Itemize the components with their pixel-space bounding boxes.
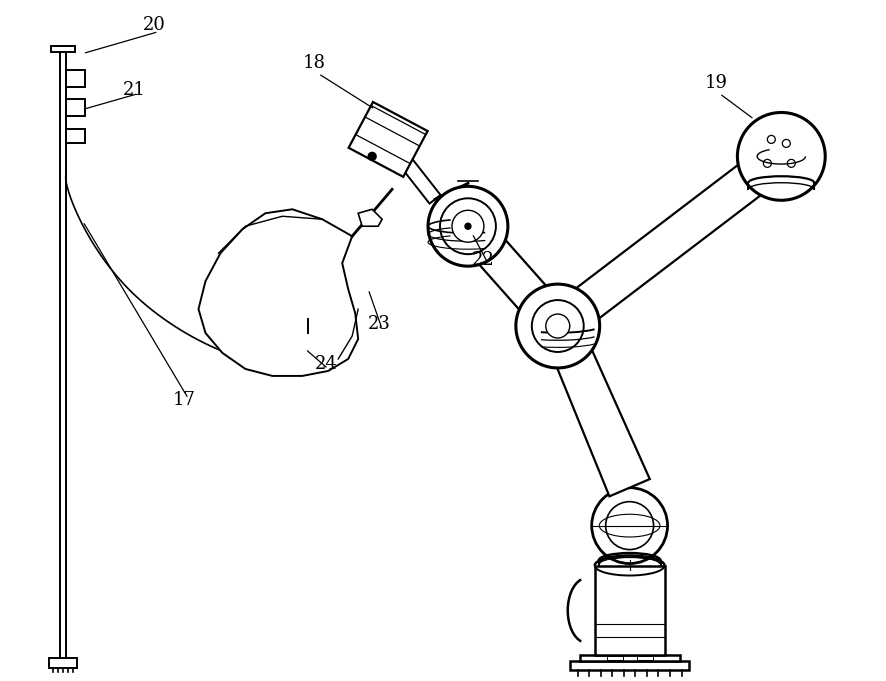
Text: 17: 17 (173, 391, 196, 409)
Text: 20: 20 (143, 16, 166, 33)
Polygon shape (544, 321, 649, 496)
Circle shape (516, 284, 600, 368)
Polygon shape (458, 217, 571, 338)
Circle shape (592, 488, 667, 564)
Circle shape (440, 198, 496, 254)
Polygon shape (547, 148, 783, 341)
Text: 24: 24 (315, 355, 338, 373)
Text: 18: 18 (302, 54, 325, 72)
Polygon shape (198, 209, 358, 376)
Text: 19: 19 (704, 74, 727, 91)
Polygon shape (66, 69, 85, 86)
Circle shape (737, 112, 825, 200)
Polygon shape (51, 46, 74, 52)
Polygon shape (579, 655, 680, 661)
Polygon shape (348, 102, 428, 177)
Polygon shape (49, 659, 77, 668)
Text: 21: 21 (122, 82, 145, 99)
Polygon shape (66, 99, 85, 116)
Polygon shape (570, 661, 689, 670)
Polygon shape (358, 209, 382, 226)
Polygon shape (595, 565, 664, 655)
Circle shape (546, 314, 570, 338)
Text: 22: 22 (472, 251, 494, 269)
Polygon shape (383, 135, 440, 204)
Circle shape (428, 187, 508, 266)
Polygon shape (66, 129, 85, 144)
Circle shape (532, 300, 584, 352)
Circle shape (465, 223, 471, 229)
Circle shape (369, 153, 377, 160)
Circle shape (452, 210, 484, 242)
Text: 23: 23 (369, 315, 391, 333)
